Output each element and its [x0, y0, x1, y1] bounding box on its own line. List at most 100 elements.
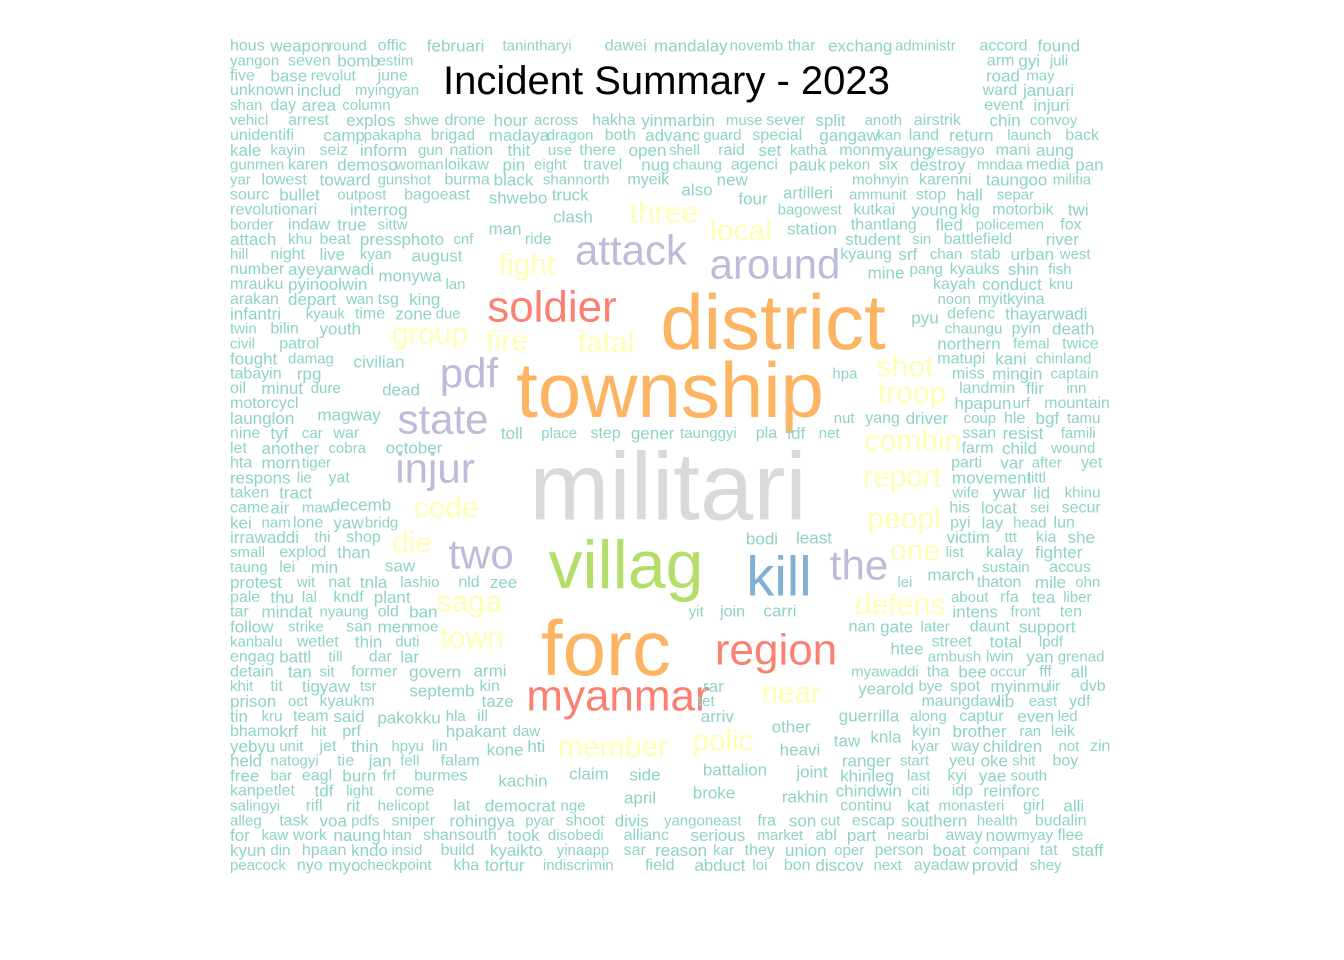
word-431: lar — [400, 647, 419, 666]
word-77: weapon — [269, 37, 330, 56]
word-601: kha — [453, 857, 479, 874]
word-262: time — [355, 306, 385, 323]
word-151: nation — [449, 142, 493, 159]
word-564: htan — [383, 827, 412, 844]
word-270: chaungu — [945, 321, 1003, 338]
word-582: insid — [391, 842, 422, 859]
word-593: boat — [933, 841, 966, 860]
word-101: road — [986, 66, 1020, 85]
word-588: kar — [713, 842, 734, 859]
word-453: bye — [918, 678, 942, 695]
word-31: combin — [865, 425, 962, 458]
word-340: taken — [230, 485, 269, 502]
word-573: nearbi — [887, 827, 929, 844]
word-137: advanc — [645, 126, 700, 145]
word-59: august — [411, 247, 462, 266]
word-25: three — [630, 197, 698, 230]
word-184: lowest — [262, 172, 308, 189]
word-42: side — [629, 766, 660, 785]
word-39: htee — [890, 640, 923, 659]
word-444: occur — [990, 663, 1027, 680]
word-544: task — [279, 812, 309, 829]
word-312: place — [541, 425, 577, 442]
word-524: tdf — [315, 782, 334, 801]
word-419: support — [1019, 618, 1076, 637]
word-503: jan — [368, 752, 392, 771]
word-37: yearold — [858, 680, 914, 699]
word-127: airstrik — [914, 112, 962, 129]
word-227: student — [845, 230, 901, 249]
word-250: kayah — [933, 276, 976, 293]
word-342: wife — [951, 485, 979, 502]
word-34: die — [392, 527, 432, 560]
word-463: maungdaw — [921, 693, 1000, 710]
word-249: lan — [445, 276, 465, 293]
word-135: dragon — [547, 127, 594, 144]
word-66: kachin — [498, 772, 547, 791]
word-163: mani — [996, 142, 1031, 159]
word-56: carri — [763, 602, 796, 621]
word-339: littl — [1028, 470, 1046, 487]
word-172: travel — [583, 157, 622, 174]
word-21: defens — [855, 589, 945, 622]
word-103: unknown — [230, 82, 294, 99]
word-225: cnf — [453, 231, 474, 248]
word-382: nat — [328, 574, 351, 591]
word-296: hpapun — [955, 394, 1012, 413]
word-274: patrol — [279, 336, 319, 353]
word-154: there — [579, 142, 616, 159]
word-455: myinmu — [990, 677, 1050, 696]
word-550: shoot — [566, 812, 606, 829]
word-488: yebyu — [230, 737, 275, 756]
word-489: unit — [279, 738, 304, 755]
word-472: ill — [477, 708, 488, 725]
word-113: injuri — [1033, 96, 1069, 115]
word-224: pressphoto — [360, 230, 444, 249]
word-8: kill — [746, 545, 811, 608]
word-521: yae — [979, 767, 1006, 786]
word-87: administr — [895, 38, 956, 55]
word-365: victim — [946, 528, 989, 547]
word-416: gate — [880, 618, 913, 637]
word-116: explos — [346, 111, 395, 130]
word-141: kan — [877, 127, 901, 144]
word-441: myawaddi — [851, 663, 919, 680]
word-376: lei — [279, 559, 295, 576]
word-445: fff — [1039, 663, 1052, 680]
word-538: continu — [840, 797, 892, 814]
word-89: found — [1038, 37, 1081, 56]
word-291: dure — [311, 380, 341, 397]
word-88: accord — [980, 38, 1028, 55]
word-442: tha — [927, 663, 949, 680]
word-6: myanmar — [526, 672, 709, 721]
word-194: taungoo — [986, 171, 1047, 190]
word-568: allianc — [624, 827, 669, 844]
word-610: ayadaw — [914, 857, 970, 874]
word-505: falam — [441, 753, 480, 770]
word-519: last — [907, 768, 931, 785]
word-206: interrog — [350, 200, 408, 219]
word-525: light — [346, 783, 374, 800]
word-608: discov — [815, 856, 864, 875]
word-91: seven — [288, 52, 331, 69]
word-575: now — [986, 826, 1018, 845]
word-317: idf — [787, 424, 805, 443]
word-392: thu — [270, 588, 294, 607]
word-386: zee — [490, 573, 517, 592]
word-294: inn — [1066, 380, 1086, 397]
word-78: round — [328, 38, 366, 55]
word-131: camp — [323, 126, 365, 145]
word-20: near — [761, 677, 821, 710]
word-26: local — [710, 215, 772, 248]
word-589: they — [745, 842, 775, 859]
word-94: arm — [987, 52, 1015, 69]
word-124: sever — [766, 112, 806, 129]
word-13: pdf — [440, 350, 499, 397]
word-33: town — [440, 622, 503, 655]
word-85: thar — [788, 38, 816, 55]
word-223: beat — [320, 231, 352, 248]
word-532: rifl — [306, 797, 323, 814]
word-543: alleg — [230, 812, 262, 829]
word-586: sar — [624, 842, 647, 859]
